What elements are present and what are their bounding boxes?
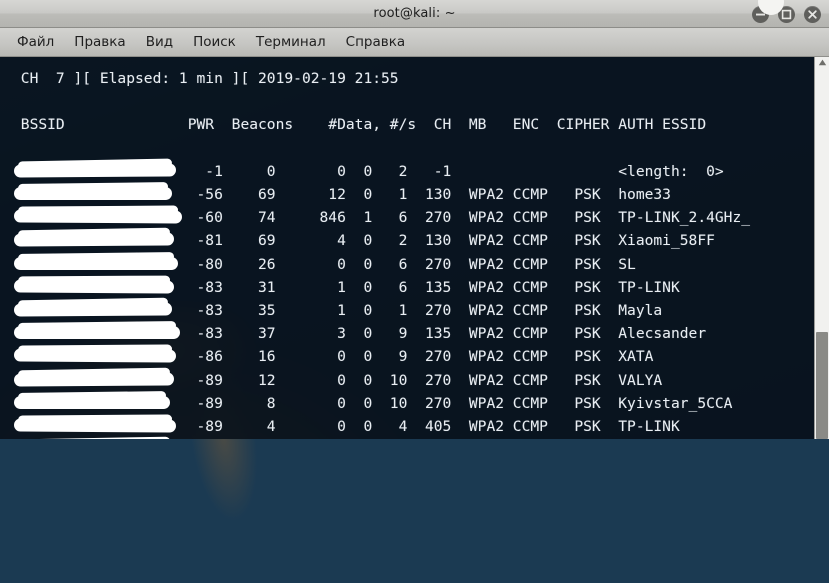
menu-bar: Файл Правка Вид Поиск Терминал Справка (0, 28, 829, 57)
menu-item-view[interactable]: Вид (137, 31, 182, 53)
airodump-output-text: CH 7 ][ Elapsed: 1 min ][ 2019-02-19 21:… (12, 67, 814, 439)
terminal-output[interactable]: CH 7 ][ Elapsed: 1 min ][ 2019-02-19 21:… (0, 57, 814, 439)
terminal-window: root@kali: ~ Файл Правка Вид (0, 0, 829, 439)
terminal-area: CH 7 ][ Elapsed: 1 min ][ 2019-02-19 21:… (0, 57, 829, 439)
window-titlebar[interactable]: root@kali: ~ (0, 0, 829, 28)
menu-item-file[interactable]: Файл (8, 31, 63, 53)
window-title: root@kali: ~ (373, 6, 455, 21)
terminal-scrollbar[interactable] (814, 57, 829, 439)
menu-item-edit[interactable]: Правка (65, 31, 134, 53)
scrollbar-thumb[interactable] (816, 332, 828, 439)
menu-item-terminal[interactable]: Терминал (247, 31, 335, 53)
close-button[interactable] (804, 6, 821, 23)
menu-item-help[interactable]: Справка (337, 31, 414, 53)
scroll-up-arrow-icon[interactable] (815, 59, 829, 66)
menu-item-search[interactable]: Поиск (184, 31, 245, 53)
close-icon (804, 6, 821, 23)
